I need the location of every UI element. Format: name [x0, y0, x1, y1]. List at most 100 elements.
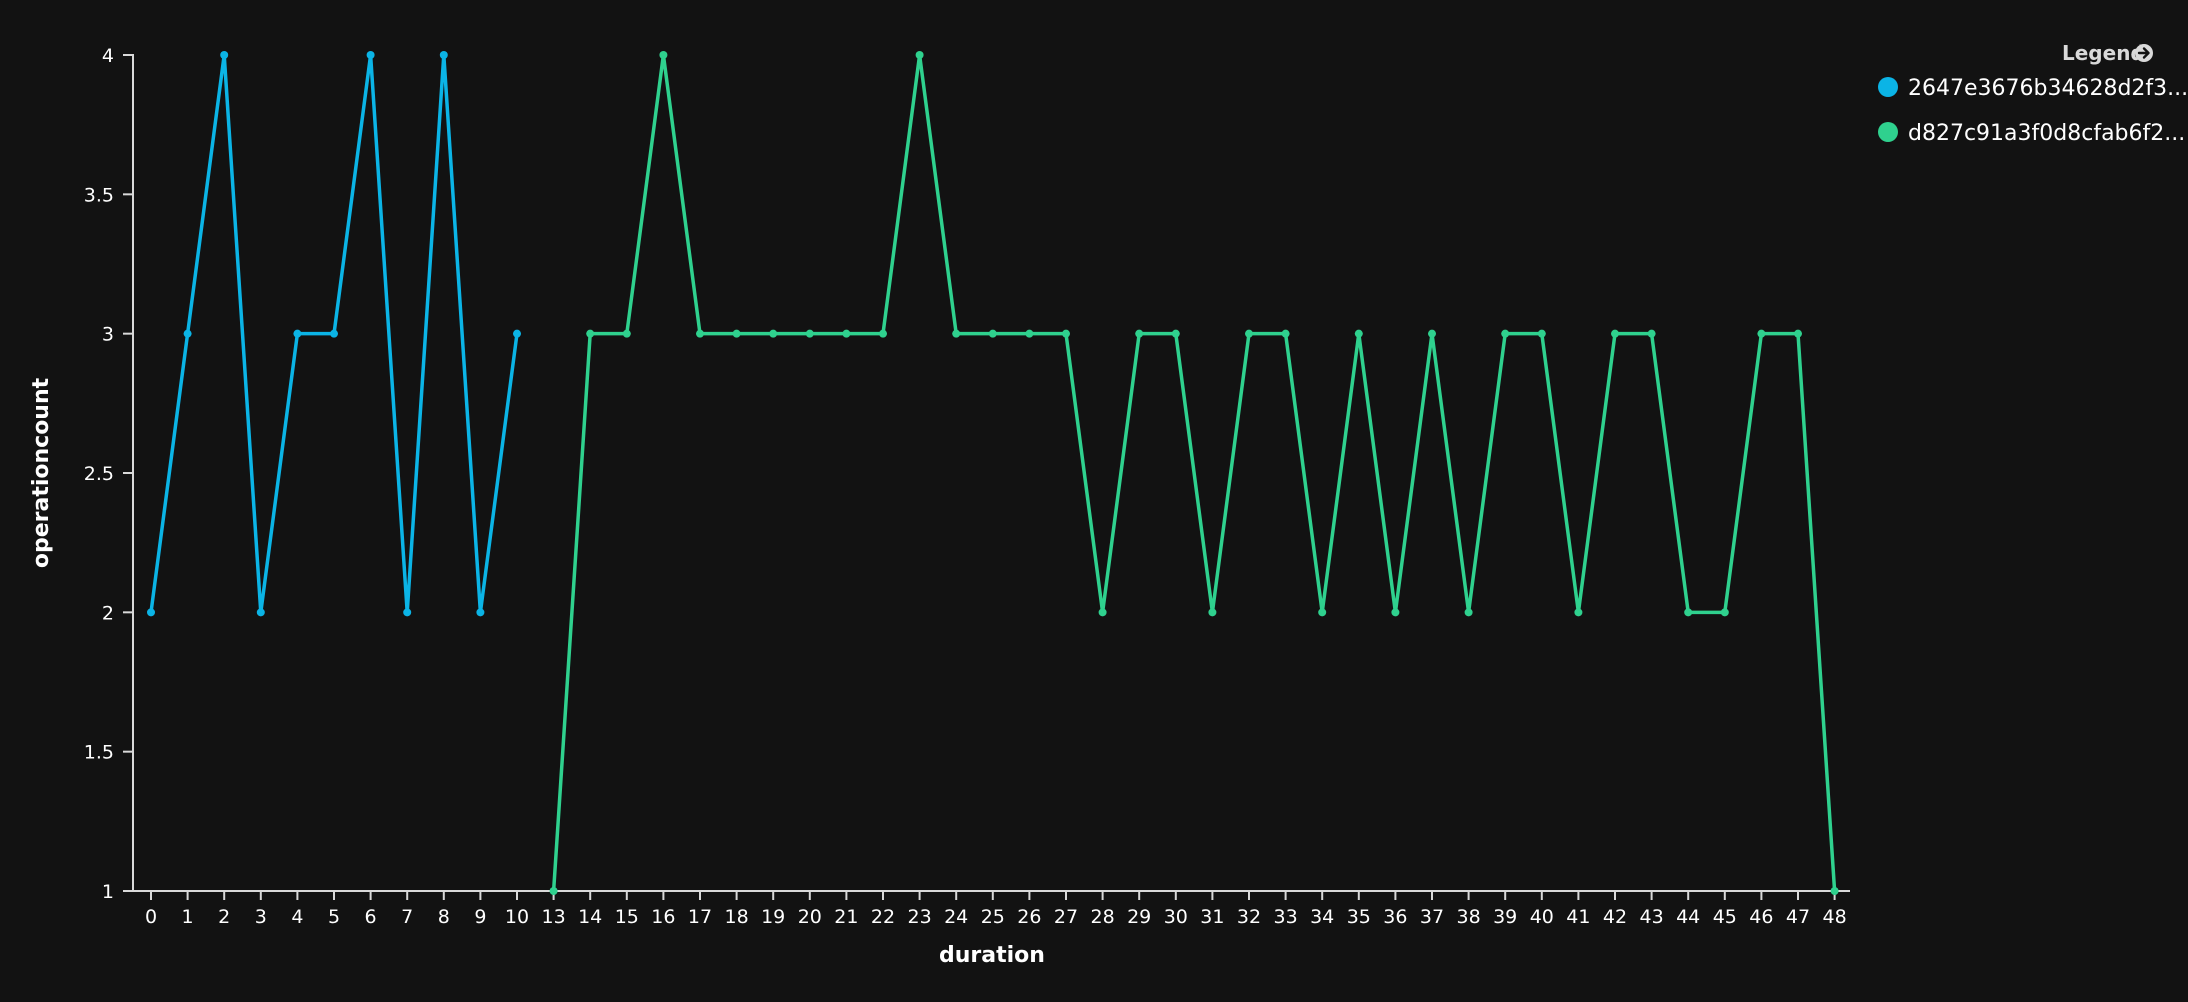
y-axis-ticks: 1 1.5 2 2.5 3 3.5 4: [84, 45, 133, 903]
x-tick-label: 21: [834, 906, 858, 928]
data-point[interactable]: [1757, 329, 1766, 338]
x-tick-label: 42: [1603, 906, 1627, 928]
data-point[interactable]: [220, 51, 229, 59]
data-point[interactable]: [1574, 608, 1583, 617]
legend-toggle-icon[interactable]: [2135, 44, 2153, 62]
data-point[interactable]: [1062, 329, 1070, 338]
x-axis-ticks: 0 1 2 3 4 5 6 7 8 9 10 13 14 15 16 17 18 19 20 21 22 23 24 25 26…: [145, 891, 1847, 928]
data-point[interactable]: [1464, 608, 1473, 617]
legend-label: d827c91a3f0d8cfab6f2...: [1908, 121, 2185, 146]
data-point[interactable]: [549, 887, 558, 895]
data-point[interactable]: [1428, 329, 1436, 338]
legend-item[interactable]: d827c91a3f0d8cfab6f2...: [1878, 121, 2185, 146]
x-tick-label: 14: [578, 906, 602, 928]
y-tick-label: 3: [102, 324, 114, 346]
data-point[interactable]: [659, 51, 668, 59]
x-tick-label: 28: [1091, 906, 1115, 928]
data-point[interactable]: [1208, 608, 1217, 617]
x-tick-label: 40: [1530, 906, 1554, 928]
x-tick-label: 0: [145, 906, 157, 928]
x-tick-label: 48: [1823, 906, 1847, 928]
legend-items: 2647e3676b34628d2f3... d827c91a3f0d8cfab6…: [1878, 76, 2188, 146]
data-point[interactable]: [1318, 608, 1327, 617]
x-tick-label: 15: [615, 906, 639, 928]
data-point[interactable]: [330, 329, 338, 338]
data-point[interactable]: [1391, 608, 1400, 617]
x-tick-label: 46: [1749, 906, 1773, 928]
data-point[interactable]: [439, 51, 448, 59]
x-tick-label: 10: [505, 906, 529, 928]
data-point[interactable]: [769, 329, 778, 338]
data-point[interactable]: [622, 329, 631, 338]
data-point[interactable]: [476, 608, 485, 617]
series-1: [147, 51, 521, 617]
x-tick-label: 8: [438, 906, 450, 928]
x-tick-label: 17: [688, 906, 712, 928]
data-point[interactable]: [1354, 329, 1363, 338]
legend-title: Legend: [2062, 41, 2145, 65]
data-point[interactable]: [1537, 329, 1546, 338]
x-tick-label: 1: [182, 906, 194, 928]
x-tick-label: 5: [328, 906, 340, 928]
data-point[interactable]: [1281, 329, 1290, 338]
data-point[interactable]: [805, 329, 814, 338]
data-point[interactable]: [1794, 329, 1802, 338]
y-tick-label: 1.5: [84, 742, 114, 764]
x-tick-label: 41: [1566, 906, 1590, 928]
data-point[interactable]: [1830, 887, 1839, 895]
data-point[interactable]: [1098, 608, 1107, 617]
data-point[interactable]: [988, 329, 997, 338]
y-tick-label: 4: [102, 45, 114, 67]
data-point[interactable]: [879, 329, 887, 338]
data-point[interactable]: [696, 329, 704, 338]
x-tick-label: 27: [1054, 906, 1078, 928]
data-point[interactable]: [256, 608, 265, 617]
series-2: [549, 51, 1839, 895]
legend-swatch: [1878, 77, 1898, 97]
data-point[interactable]: [1171, 329, 1180, 338]
x-tick-label: 3: [255, 906, 267, 928]
data-point[interactable]: [1684, 608, 1693, 617]
data-point[interactable]: [586, 329, 595, 338]
x-tick-label: 39: [1493, 906, 1517, 928]
y-axis-title: operationcount: [29, 377, 54, 568]
legend-swatch: [1878, 122, 1898, 142]
x-tick-label: 6: [365, 906, 377, 928]
y-tick-label: 1: [102, 881, 114, 903]
data-point[interactable]: [293, 329, 302, 338]
data-point[interactable]: [1135, 329, 1144, 338]
x-tick-label: 45: [1713, 906, 1737, 928]
data-point[interactable]: [915, 51, 924, 59]
data-point[interactable]: [366, 51, 375, 59]
legend-label: 2647e3676b34628d2f3...: [1908, 76, 2188, 101]
data-point[interactable]: [952, 329, 961, 338]
x-axis-title: duration: [939, 943, 1045, 968]
x-tick-label: 26: [1017, 906, 1041, 928]
y-tick-label: 3.5: [84, 184, 114, 206]
x-tick-label: 35: [1347, 906, 1371, 928]
data-point[interactable]: [842, 329, 851, 338]
legend[interactable]: Legend 2647e3676b34628d2f3... d827c91a3f0…: [1878, 41, 2188, 146]
data-point[interactable]: [1245, 329, 1253, 338]
data-point[interactable]: [183, 329, 192, 338]
x-tick-label: 13: [542, 906, 566, 928]
x-tick-label: 37: [1420, 906, 1444, 928]
x-tick-label: 20: [798, 906, 822, 928]
data-point[interactable]: [1720, 608, 1729, 617]
data-point[interactable]: [1501, 329, 1510, 338]
y-tick-label: 2.5: [84, 463, 114, 485]
data-point[interactable]: [513, 329, 521, 338]
data-point[interactable]: [147, 608, 155, 617]
x-tick-label: 44: [1676, 906, 1700, 928]
x-tick-label: 18: [725, 906, 749, 928]
x-tick-label: 4: [291, 906, 303, 928]
data-point[interactable]: [1647, 329, 1656, 338]
data-point[interactable]: [1025, 329, 1034, 338]
x-tick-label: 43: [1640, 906, 1664, 928]
x-tick-label: 2: [218, 906, 230, 928]
data-point[interactable]: [1611, 329, 1619, 338]
legend-item[interactable]: 2647e3676b34628d2f3...: [1878, 76, 2188, 101]
data-point[interactable]: [403, 608, 412, 617]
legend-toggle-arrow: [2137, 47, 2150, 59]
data-point[interactable]: [732, 329, 741, 338]
